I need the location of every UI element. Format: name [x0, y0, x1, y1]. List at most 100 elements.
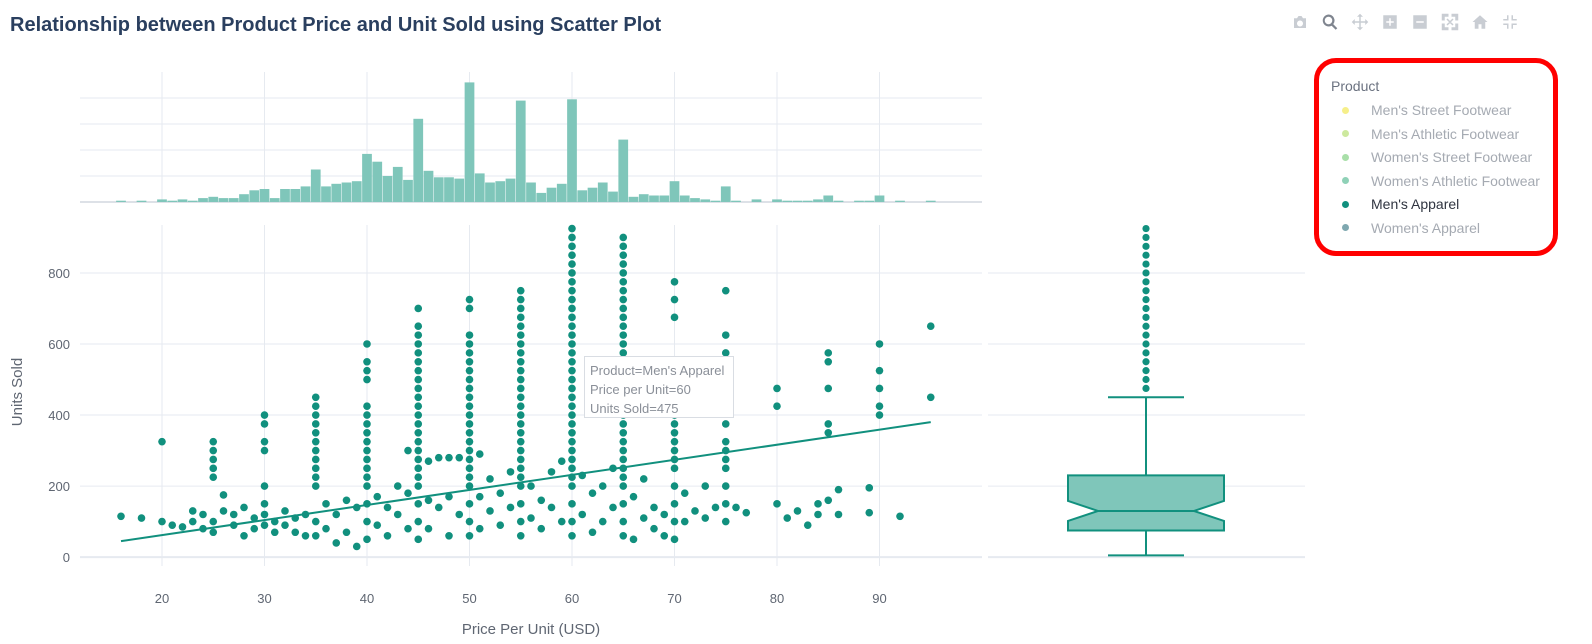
- scatter-point: [516, 384, 525, 393]
- histogram-bar: [433, 177, 444, 202]
- scatter-point: [547, 468, 556, 476]
- legend-label: Men's Street Footwear: [1371, 102, 1512, 118]
- histogram-bar: [802, 200, 813, 202]
- reset-axes-button[interactable]: [1468, 10, 1492, 34]
- scatter-point: [670, 517, 679, 526]
- box-outlier: [1142, 269, 1150, 277]
- scatter-point: [240, 503, 248, 512]
- scatter-point: [475, 492, 484, 501]
- scatter-point: [250, 524, 259, 533]
- scatter-point: [721, 464, 730, 473]
- scatter-point: [465, 304, 474, 313]
- scatter-point: [629, 535, 638, 544]
- scatter-point: [496, 521, 505, 529]
- scatter-point: [311, 420, 320, 428]
- legend-item[interactable]: Women's Athletic Footwear: [1342, 171, 1540, 191]
- scatter-point: [568, 517, 576, 526]
- scatter-point: [117, 512, 125, 521]
- scatter-point: [414, 375, 423, 384]
- scatter-point: [516, 428, 525, 437]
- scatter-point: [568, 357, 576, 366]
- scatter-point: [311, 517, 320, 526]
- scatter-point: [414, 535, 423, 544]
- scatter-point: [670, 313, 679, 322]
- scatter-point: [568, 278, 576, 286]
- legend-label: Women's Apparel: [1371, 219, 1481, 236]
- scatter-point: [188, 517, 197, 526]
- scatter-point: [896, 512, 904, 521]
- scatter-point: [568, 286, 576, 295]
- legend-item[interactable]: Women's Apparel: [1342, 218, 1480, 238]
- y-tick-label: 400: [48, 408, 70, 423]
- scatter-point: [465, 411, 474, 419]
- download-png-button[interactable]: [1288, 10, 1312, 34]
- scatter-point: [465, 349, 474, 357]
- scatter-point: [250, 514, 259, 522]
- histogram-bar: [608, 191, 618, 202]
- histogram-bar: [597, 182, 608, 202]
- scatter-point: [578, 510, 587, 519]
- histogram-bar: [474, 173, 485, 202]
- scatter-point: [557, 517, 566, 526]
- scatter-point: [445, 453, 453, 462]
- scatter-point: [496, 489, 505, 497]
- scatter-point: [465, 473, 474, 481]
- zoom-out-icon: [1413, 15, 1427, 29]
- histogram-bar: [505, 178, 516, 202]
- scatter-point: [619, 349, 628, 357]
- legend-item[interactable]: Men's Street Footwear: [1342, 100, 1511, 120]
- scatter-point: [332, 539, 341, 547]
- pan-button[interactable]: [1348, 10, 1372, 34]
- scatter-point: [619, 473, 628, 481]
- scatter-point: [557, 457, 566, 466]
- zoom-icon: [1322, 14, 1338, 30]
- histogram-bar: [198, 198, 208, 202]
- zoom-button[interactable]: [1318, 10, 1342, 34]
- histogram-bar: [577, 190, 588, 202]
- scatter-point: [465, 357, 474, 366]
- scatter-point: [352, 542, 361, 551]
- scatter-point: [363, 437, 371, 446]
- zoom-in-button[interactable]: [1378, 10, 1402, 34]
- scatter-point: [834, 485, 843, 494]
- histogram-bar: [392, 166, 403, 202]
- scatter-point: [516, 304, 525, 313]
- legend-item[interactable]: Women's Street Footwear: [1342, 147, 1532, 167]
- legend-item[interactable]: Men's Apparel: [1342, 194, 1459, 214]
- box-outlier: [1142, 278, 1150, 286]
- histogram-bar: [321, 186, 331, 202]
- scatter-point: [516, 349, 525, 357]
- histogram-bar: [249, 190, 260, 202]
- zoom-out-button[interactable]: [1408, 10, 1432, 34]
- scatter-point: [516, 500, 525, 508]
- scatter-point: [516, 331, 525, 339]
- scatter-point: [865, 508, 874, 517]
- scatter-point: [363, 464, 371, 473]
- scatter-point: [373, 521, 382, 529]
- histogram-bar: [782, 200, 793, 202]
- scatter-point: [670, 278, 679, 286]
- scatter-point: [516, 473, 525, 481]
- scatter-point: [465, 464, 474, 473]
- scatter-point: [414, 437, 423, 446]
- scatter-point: [619, 532, 628, 540]
- scatter-point: [363, 446, 371, 455]
- legend-item[interactable]: Men's Athletic Footwear: [1342, 124, 1519, 144]
- histogram-bar: [690, 198, 700, 202]
- scatter-point: [178, 523, 187, 531]
- autoscale-button[interactable]: [1438, 10, 1462, 34]
- scatter-point: [568, 428, 576, 437]
- scatter-point: [363, 402, 371, 410]
- scatter-point: [660, 510, 669, 519]
- scatter-point: [311, 437, 320, 446]
- scatter-point: [260, 521, 269, 529]
- scatter-point: [363, 535, 371, 544]
- scatter-point: [414, 349, 423, 357]
- scatter-point: [691, 507, 699, 515]
- scatter-point: [168, 521, 177, 529]
- scatter-point: [311, 428, 320, 437]
- scatter-point: [414, 357, 423, 366]
- scatter-point: [619, 455, 628, 464]
- camera-icon: [1294, 16, 1306, 28]
- scatter-point: [875, 411, 884, 419]
